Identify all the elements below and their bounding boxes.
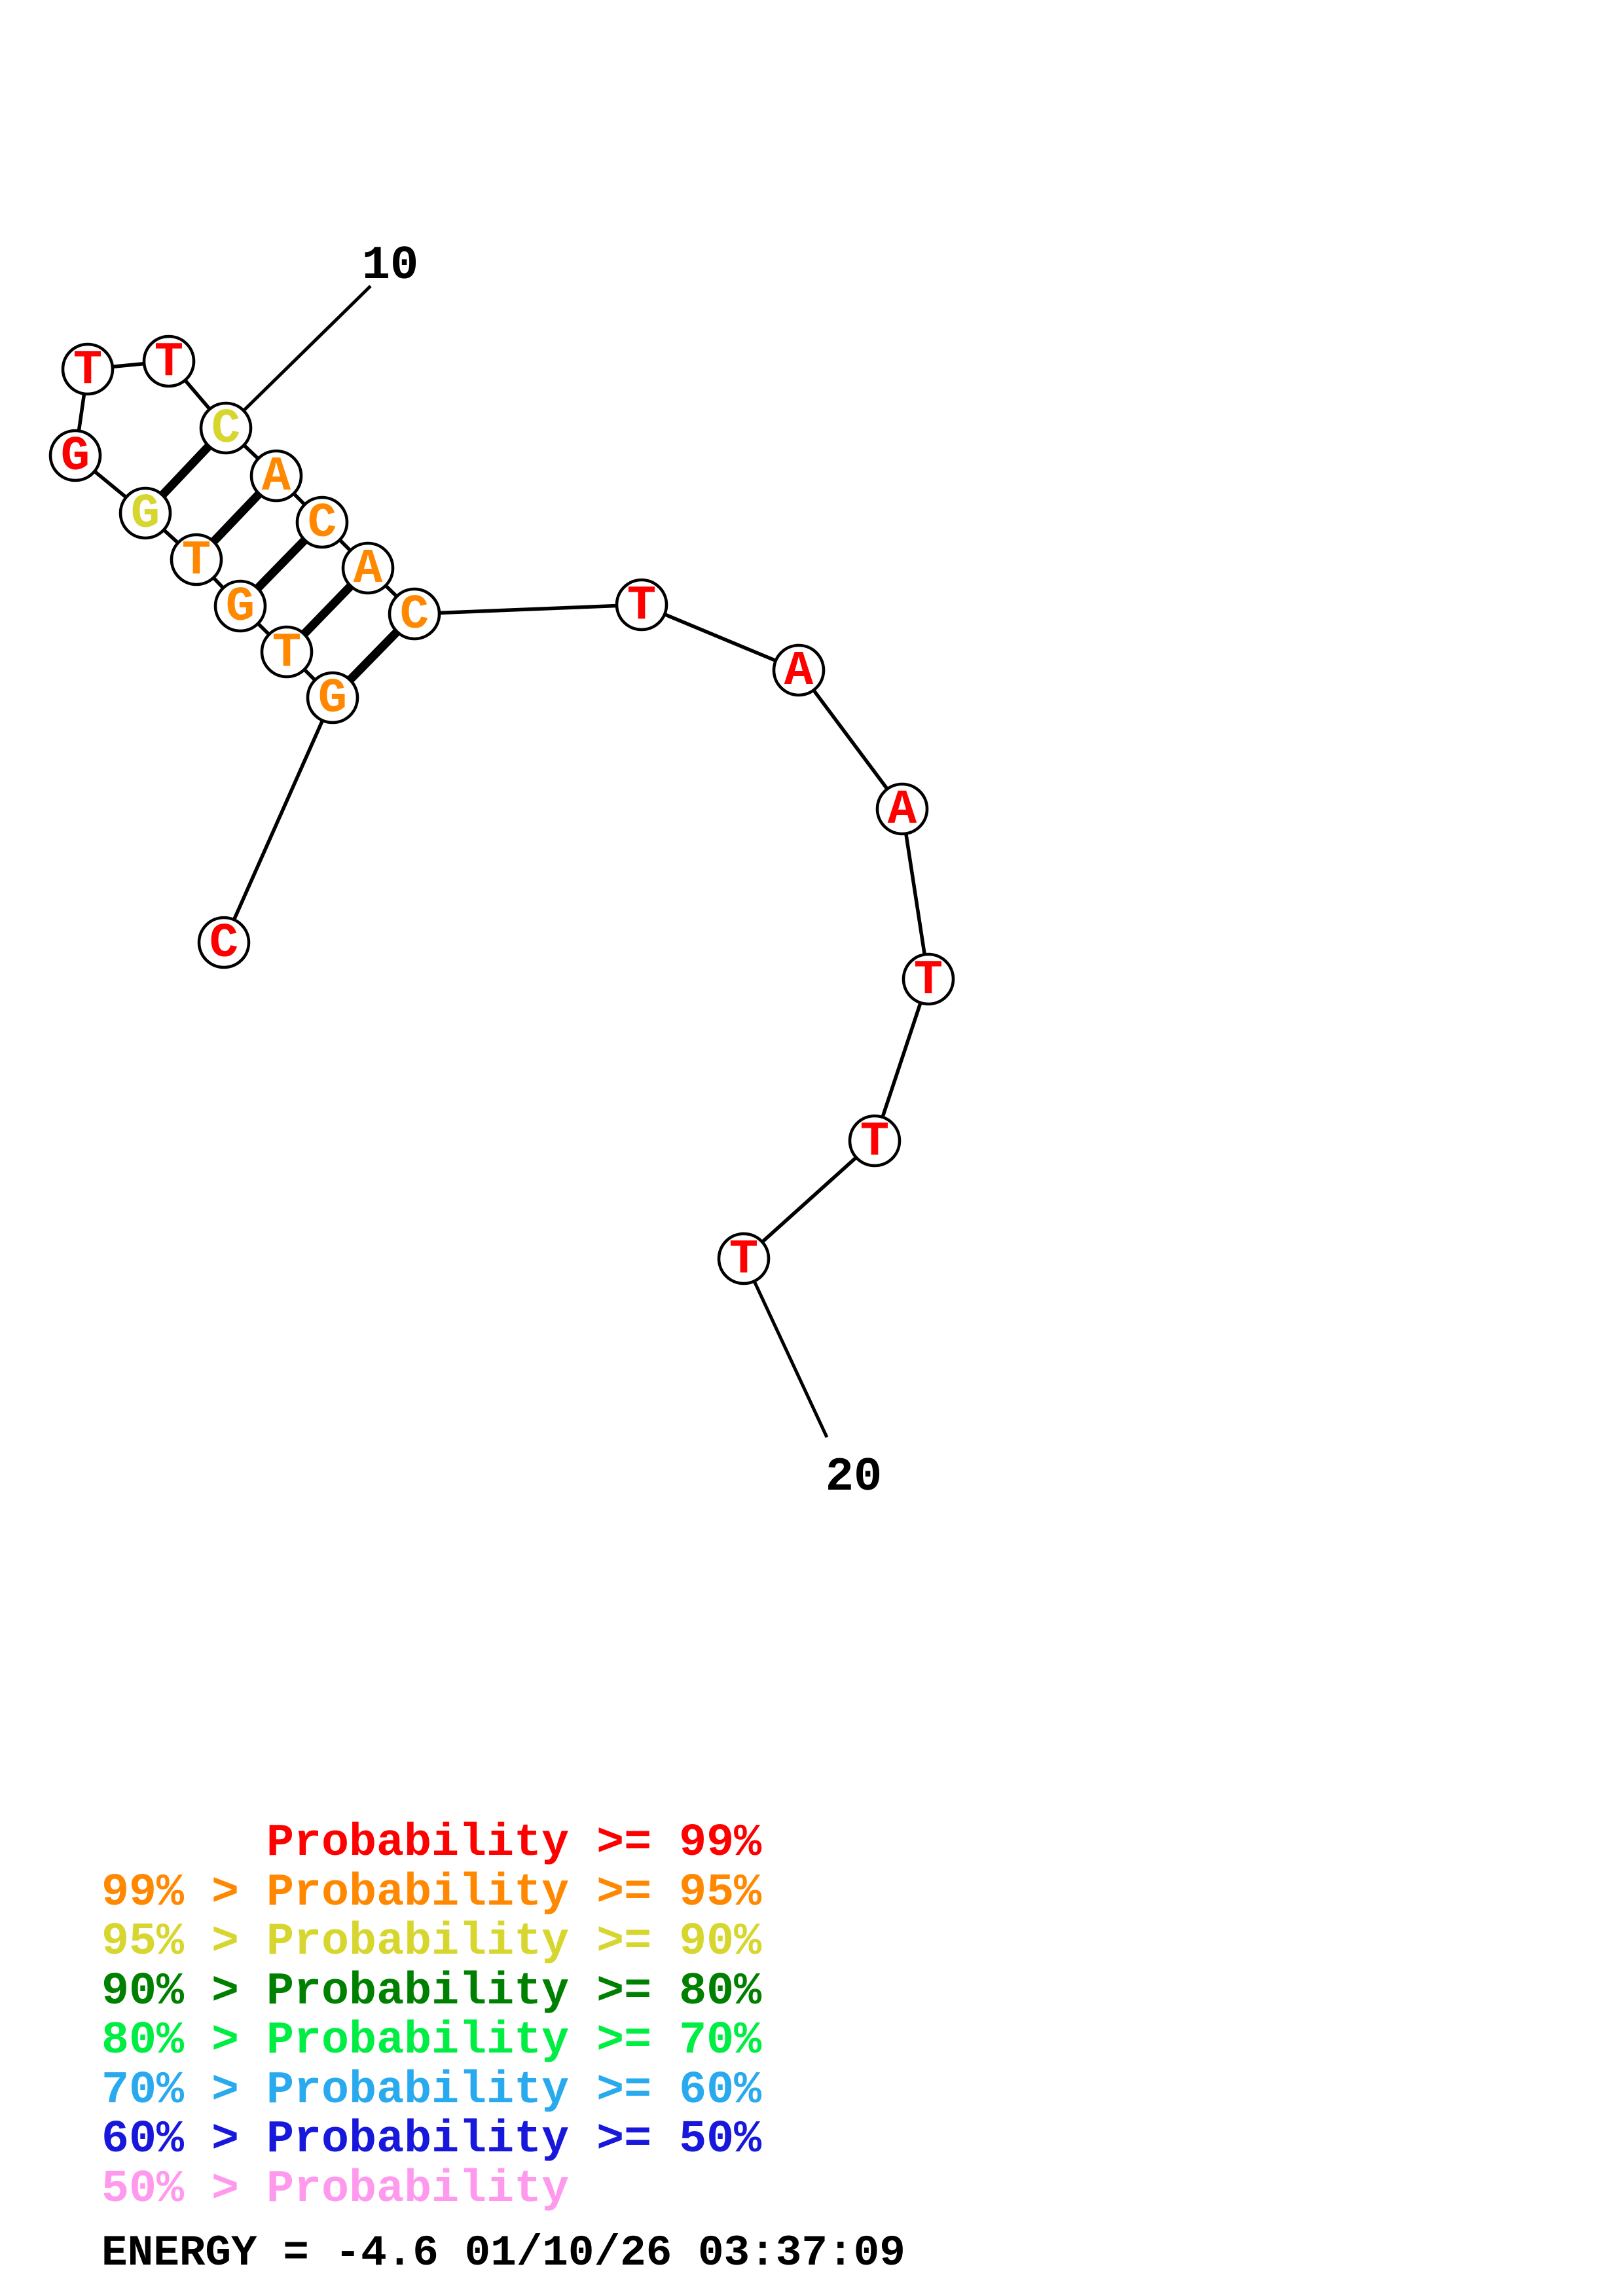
backbone-bond <box>640 603 800 672</box>
nucleotide-circle <box>717 1232 771 1285</box>
nucleotide-circle <box>249 449 303 503</box>
nucleotide-base: T <box>914 953 943 1008</box>
nucleotide-base: A <box>354 542 383 597</box>
label-leader-line <box>742 1257 829 1439</box>
nucleotide-base: G <box>131 487 160 542</box>
legend-row: Probability >= 99% <box>266 1818 762 1869</box>
nucleotide-circle <box>848 1114 902 1168</box>
probability-legend: Probability >= 99% 99% > Probability >= … <box>101 1818 762 2215</box>
nucleotide-base: A <box>262 450 291 505</box>
nucleotide-base: T <box>729 1232 758 1287</box>
nucleotide-circle <box>199 401 253 455</box>
nucleotide-base: G <box>61 429 90 484</box>
nucleotide-base: A <box>888 783 917 838</box>
position-label: 10 <box>362 239 418 293</box>
legend-row: 50% > Probability <box>101 2164 569 2215</box>
nucleotide-circle <box>213 579 267 633</box>
legend-row: 70% > Probability >= 60% <box>101 2065 762 2117</box>
backbone-bond <box>742 1139 876 1261</box>
nucleotide-circle <box>902 952 955 1006</box>
nucleotide-base: C <box>211 402 240 457</box>
position-label: 20 <box>826 1450 882 1504</box>
nucleotide-base: C <box>400 588 429 643</box>
nucleotide-circle <box>119 486 172 540</box>
nucleotide-circle <box>772 643 826 697</box>
nucleotide-base: C <box>308 496 337 551</box>
nucleotide-base: T <box>272 626 301 681</box>
nucleotide-base: T <box>860 1115 889 1170</box>
nucleotide-base: C <box>210 916 238 971</box>
nucleotide-circle <box>142 334 196 388</box>
nucleotide-base: G <box>226 580 255 635</box>
nucleotide-circle <box>306 671 359 725</box>
nucleotide-circle <box>61 342 115 396</box>
nucleotide-circle <box>875 782 929 836</box>
nucleotide-circle <box>197 916 251 969</box>
nucleotide-base: T <box>182 533 211 588</box>
legend-row: 80% > Probability >= 70% <box>101 2015 762 2067</box>
backbone-bond <box>797 669 904 810</box>
nucleotide-base: T <box>73 343 102 398</box>
legend-row: 99% > Probability >= 95% <box>101 1867 762 1919</box>
backbone-bond <box>414 603 642 616</box>
legend-row: 90% > Probability >= 80% <box>101 1966 762 2018</box>
nucleotide-circle <box>170 533 223 586</box>
nucleotide-base: T <box>155 335 183 390</box>
backbone-bond <box>873 978 930 1141</box>
nucleotide-circle <box>615 578 668 632</box>
nucleotide-base: A <box>784 644 814 699</box>
energy-text: ENERGY = -4.6 01/10/26 03:37:09 <box>101 2229 905 2278</box>
nucleotide-circle <box>388 587 441 641</box>
nucleotide-circle <box>260 625 314 679</box>
legend-row: 95% > Probability >= 90% <box>101 1916 762 1968</box>
nucleotide-circle <box>48 429 102 482</box>
nucleotide-base: G <box>318 672 347 726</box>
label-leader-line <box>225 285 372 429</box>
nucleotide-circle <box>295 495 349 549</box>
backbone-bond <box>900 808 930 980</box>
legend-row: 60% > Probability >= 50% <box>101 2114 762 2166</box>
nucleotide-base: T <box>627 579 656 634</box>
backbone-bond <box>222 696 335 944</box>
nucleotide-circle <box>341 541 395 595</box>
